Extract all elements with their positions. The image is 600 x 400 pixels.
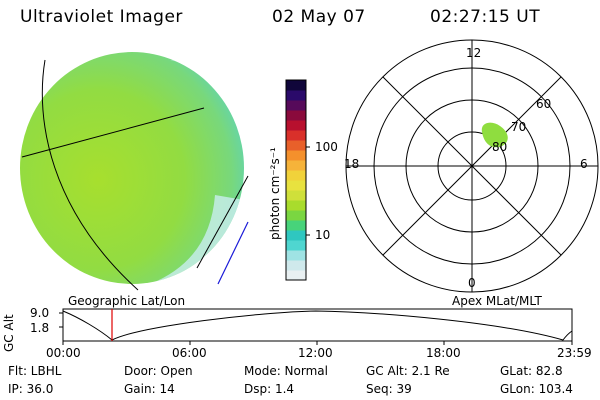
colorbar-unit-label: photon cm⁻²s⁻¹ <box>268 147 282 240</box>
colorbar-segment <box>286 200 306 211</box>
instrument-title: Ultraviolet Imager <box>20 7 183 27</box>
alt-axis-title: GC Alt <box>2 314 16 352</box>
mlat-label-60: 60 <box>536 97 552 111</box>
colorbar-segment <box>286 240 306 251</box>
time-label: 02:27:15 UT <box>430 7 541 27</box>
mlat-label-80: 80 <box>492 140 508 154</box>
altitude-curve <box>62 310 573 341</box>
colorbar-segment <box>286 140 306 151</box>
alt-xtick-1: 06:00 <box>172 346 207 360</box>
blue-line <box>217 221 249 285</box>
alt-ymin: 1.8 <box>30 321 50 335</box>
alt-xtick-4: 23:59 <box>557 346 592 360</box>
alt-ymax: 9.0 <box>30 306 50 320</box>
footer-gain: Gain: 14 <box>124 382 175 396</box>
colorbar-segment <box>286 120 306 131</box>
mlat-label-70: 70 <box>511 120 527 134</box>
alt-xtick-3: 18:00 <box>426 346 461 360</box>
colorbar-segment <box>286 230 306 241</box>
colorbar-segment <box>286 180 306 191</box>
colorbar-segment <box>286 260 306 271</box>
mlt-label-6: 6 <box>580 157 588 171</box>
mlt-label-12: 12 <box>466 46 482 60</box>
auroral-image <box>20 52 249 291</box>
latitude-line <box>21 107 205 158</box>
altitude-plot <box>59 308 573 345</box>
mlt-label-0: 0 <box>468 276 476 290</box>
colorbar-segment <box>286 170 306 181</box>
footer-mode: Mode: Normal <box>244 364 328 378</box>
auroral-blob <box>481 122 508 148</box>
alt-xtick-2: 12:00 <box>298 346 333 360</box>
longitude-line <box>41 59 139 291</box>
colorbar-segment <box>286 110 306 121</box>
colorbar-label-100: 100 <box>315 140 338 154</box>
earth-disk <box>20 52 244 284</box>
footer-ip: IP: 36.0 <box>8 382 54 396</box>
colorbar-segment <box>286 250 306 261</box>
colorbar <box>286 80 306 281</box>
mlt-label-18: 18 <box>344 157 360 171</box>
colorbar-segment <box>286 90 306 101</box>
geographic-label: Geographic Lat/Lon <box>68 294 186 308</box>
colorbar-segment <box>286 100 306 111</box>
terminator-line <box>196 175 249 269</box>
colorbar-segment <box>286 190 306 201</box>
apex-label: Apex MLat/MLT <box>452 294 542 308</box>
footer-dsp: Dsp: 1.4 <box>244 382 295 396</box>
colorbar-label-10: 10 <box>315 228 331 242</box>
colorbar-segment <box>286 130 306 141</box>
disk-edge <box>150 195 244 284</box>
footer-glat: GLat: 82.8 <box>500 364 563 378</box>
colorbar-segment <box>286 150 306 161</box>
alt-xtick-0: 00:00 <box>46 346 81 360</box>
colorbar-segment <box>286 220 306 231</box>
footer-flt: Flt: LBHL <box>8 364 62 378</box>
colorbar-segment <box>286 210 306 221</box>
footer-gcalt: GC Alt: 2.1 Re <box>366 364 450 378</box>
colorbar-segment <box>286 270 306 281</box>
axis-diag-2 <box>382 76 562 256</box>
footer-seq: Seq: 39 <box>366 382 412 396</box>
date-label: 02 May 07 <box>272 7 366 27</box>
colorbar-frame <box>285 79 307 281</box>
footer-door: Door: Open <box>124 364 193 378</box>
alt-plot-frame <box>62 308 573 342</box>
colorbar-segment <box>286 80 306 91</box>
polar-plot <box>345 39 599 293</box>
colorbar-segment <box>286 160 306 171</box>
footer-glon: GLon: 103.4 <box>500 382 573 396</box>
